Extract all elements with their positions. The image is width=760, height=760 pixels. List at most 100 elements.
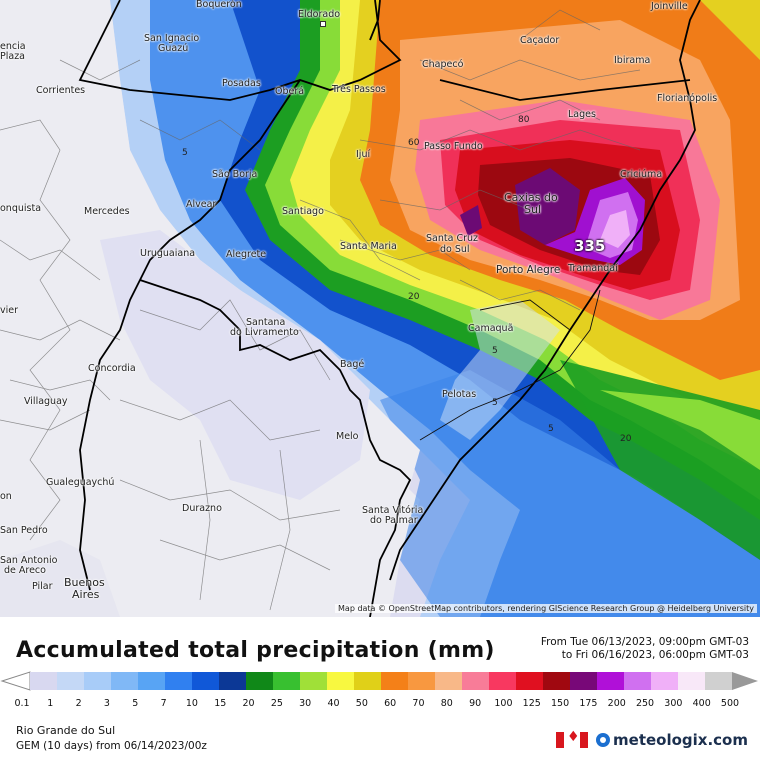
max-value-label: 335 bbox=[574, 237, 606, 255]
city-label: onquista bbox=[0, 203, 42, 214]
legend-label: 0.1 bbox=[14, 698, 30, 709]
legend-swatch bbox=[516, 672, 544, 690]
city-label: Florianópolis bbox=[657, 93, 718, 104]
city-label: Porto Alegre bbox=[496, 264, 561, 276]
city-label: Plaza bbox=[0, 51, 25, 62]
city-label: do Palmar bbox=[370, 515, 418, 526]
city-label: Caxias do bbox=[504, 191, 558, 204]
contour-label: 60 bbox=[408, 138, 420, 148]
brand[interactable]: meteologix.com bbox=[556, 729, 748, 749]
legend-swatch bbox=[624, 672, 652, 690]
city-label: de Areco bbox=[4, 565, 46, 576]
legend-label: 150 bbox=[551, 698, 570, 709]
legend-label: 20 bbox=[242, 698, 255, 709]
legend-swatch bbox=[597, 672, 625, 690]
city-label: Mercedes bbox=[84, 206, 130, 217]
city-label: San Ignacio bbox=[144, 33, 200, 44]
period-to: to Fri 06/16/2023, 06:00pm GMT-03 bbox=[561, 649, 749, 661]
contour-label: 5 bbox=[182, 148, 188, 158]
city-label: Pilar bbox=[32, 581, 53, 592]
legend-label: 250 bbox=[635, 698, 655, 709]
city-label: Passo Fundo bbox=[424, 141, 483, 152]
color-scale-legend bbox=[0, 670, 760, 710]
city-label: Santana bbox=[246, 317, 286, 328]
legend-swatch bbox=[354, 672, 382, 690]
legend-swatch bbox=[462, 672, 490, 690]
legend-label: 50 bbox=[355, 698, 368, 709]
legend-swatch bbox=[300, 672, 328, 690]
precipitation-map: 335 80 60 5 20 5 5 5 20 Boquerón Eldorad… bbox=[0, 0, 760, 617]
city-label: do Livramento bbox=[230, 327, 299, 338]
city-label: Buenos bbox=[64, 576, 105, 589]
legend-swatch bbox=[705, 672, 733, 690]
legend-label: 70 bbox=[412, 698, 425, 709]
contour-label: 5 bbox=[492, 398, 498, 408]
legend-swatch bbox=[138, 672, 166, 690]
map-attribution: Map data © OpenStreetMap contributors, r… bbox=[335, 604, 757, 613]
legend-label: 10 bbox=[185, 698, 198, 709]
legend-label: 80 bbox=[440, 698, 453, 709]
legend-swatch bbox=[57, 672, 85, 690]
city-label: Santa Vitória bbox=[362, 505, 424, 516]
city-label: Gualeguaychú bbox=[46, 477, 115, 488]
legend-bar bbox=[0, 671, 758, 691]
brand-logo[interactable]: meteologix.com bbox=[596, 731, 748, 749]
city-label: Bagé bbox=[340, 359, 365, 370]
legend-swatch bbox=[381, 672, 409, 690]
legend-label: 25 bbox=[270, 698, 283, 709]
legend-arrow-left bbox=[0, 671, 31, 691]
map-canvas bbox=[0, 0, 760, 617]
legend-swatch bbox=[543, 672, 571, 690]
city-label: on bbox=[0, 491, 12, 502]
legend-label: 2 bbox=[75, 698, 82, 709]
city-label: Concordia bbox=[88, 363, 136, 374]
legend-swatch bbox=[30, 672, 58, 690]
legend-swatch bbox=[327, 672, 355, 690]
city-label: Pelotas bbox=[442, 389, 477, 400]
city-label: Ibirama bbox=[614, 55, 651, 66]
city-label: Oberá bbox=[275, 86, 305, 97]
legend-swatch bbox=[192, 672, 220, 690]
city-label: Santiago bbox=[282, 206, 324, 217]
city-label: San Antonio bbox=[0, 555, 58, 566]
city-label: Alegrete bbox=[226, 249, 267, 260]
legend-label: 200 bbox=[607, 698, 626, 709]
meteologix-logo-icon bbox=[596, 733, 611, 747]
time-period: From Tue 06/13/2023, 09:00pm GMT-03 to F… bbox=[541, 636, 749, 662]
legend-swatch bbox=[489, 672, 517, 690]
contour-label: 5 bbox=[492, 346, 498, 356]
city-label: Tramandaí bbox=[568, 263, 618, 274]
legend-swatch bbox=[570, 672, 598, 690]
legend-arrow-right bbox=[732, 672, 758, 690]
city-label: São Borja bbox=[212, 169, 258, 180]
model-info: GEM (10 days) from 06/14/2023/00z bbox=[16, 740, 207, 752]
city-label: Posadas bbox=[222, 78, 261, 89]
city-label: Villaguay bbox=[24, 396, 68, 407]
legend-label: 15 bbox=[214, 698, 227, 709]
city-label: Aires bbox=[72, 588, 100, 601]
region-name: Rio Grande do Sul bbox=[16, 724, 116, 737]
city-label: Guazú bbox=[158, 43, 189, 54]
contour-label: 20 bbox=[620, 434, 632, 444]
legend-swatch bbox=[246, 672, 274, 690]
city-label: Chapecó bbox=[422, 59, 464, 70]
city-label: San Pedro bbox=[0, 525, 48, 536]
city-label: Sul bbox=[524, 203, 542, 216]
city-label: Melo bbox=[336, 431, 359, 442]
legend-label: 5 bbox=[132, 698, 139, 709]
city-label: encia bbox=[0, 41, 26, 52]
legend-label: 3 bbox=[103, 698, 110, 709]
city-label: Boquerón bbox=[196, 0, 242, 10]
city-label: Joinville bbox=[651, 1, 688, 12]
legend-swatch bbox=[111, 672, 139, 690]
city-label: Caçador bbox=[520, 35, 560, 46]
legend-swatch bbox=[273, 672, 301, 690]
contour-label: 80 bbox=[518, 115, 530, 125]
legend-swatch bbox=[651, 672, 679, 690]
city-label: Três Passos bbox=[332, 84, 386, 95]
city-label: Eldorado bbox=[298, 10, 340, 30]
legend-swatch bbox=[435, 672, 463, 690]
city-label: do Sul bbox=[440, 244, 470, 255]
legend-label: 100 bbox=[494, 698, 513, 709]
legend-label: 60 bbox=[384, 698, 397, 709]
